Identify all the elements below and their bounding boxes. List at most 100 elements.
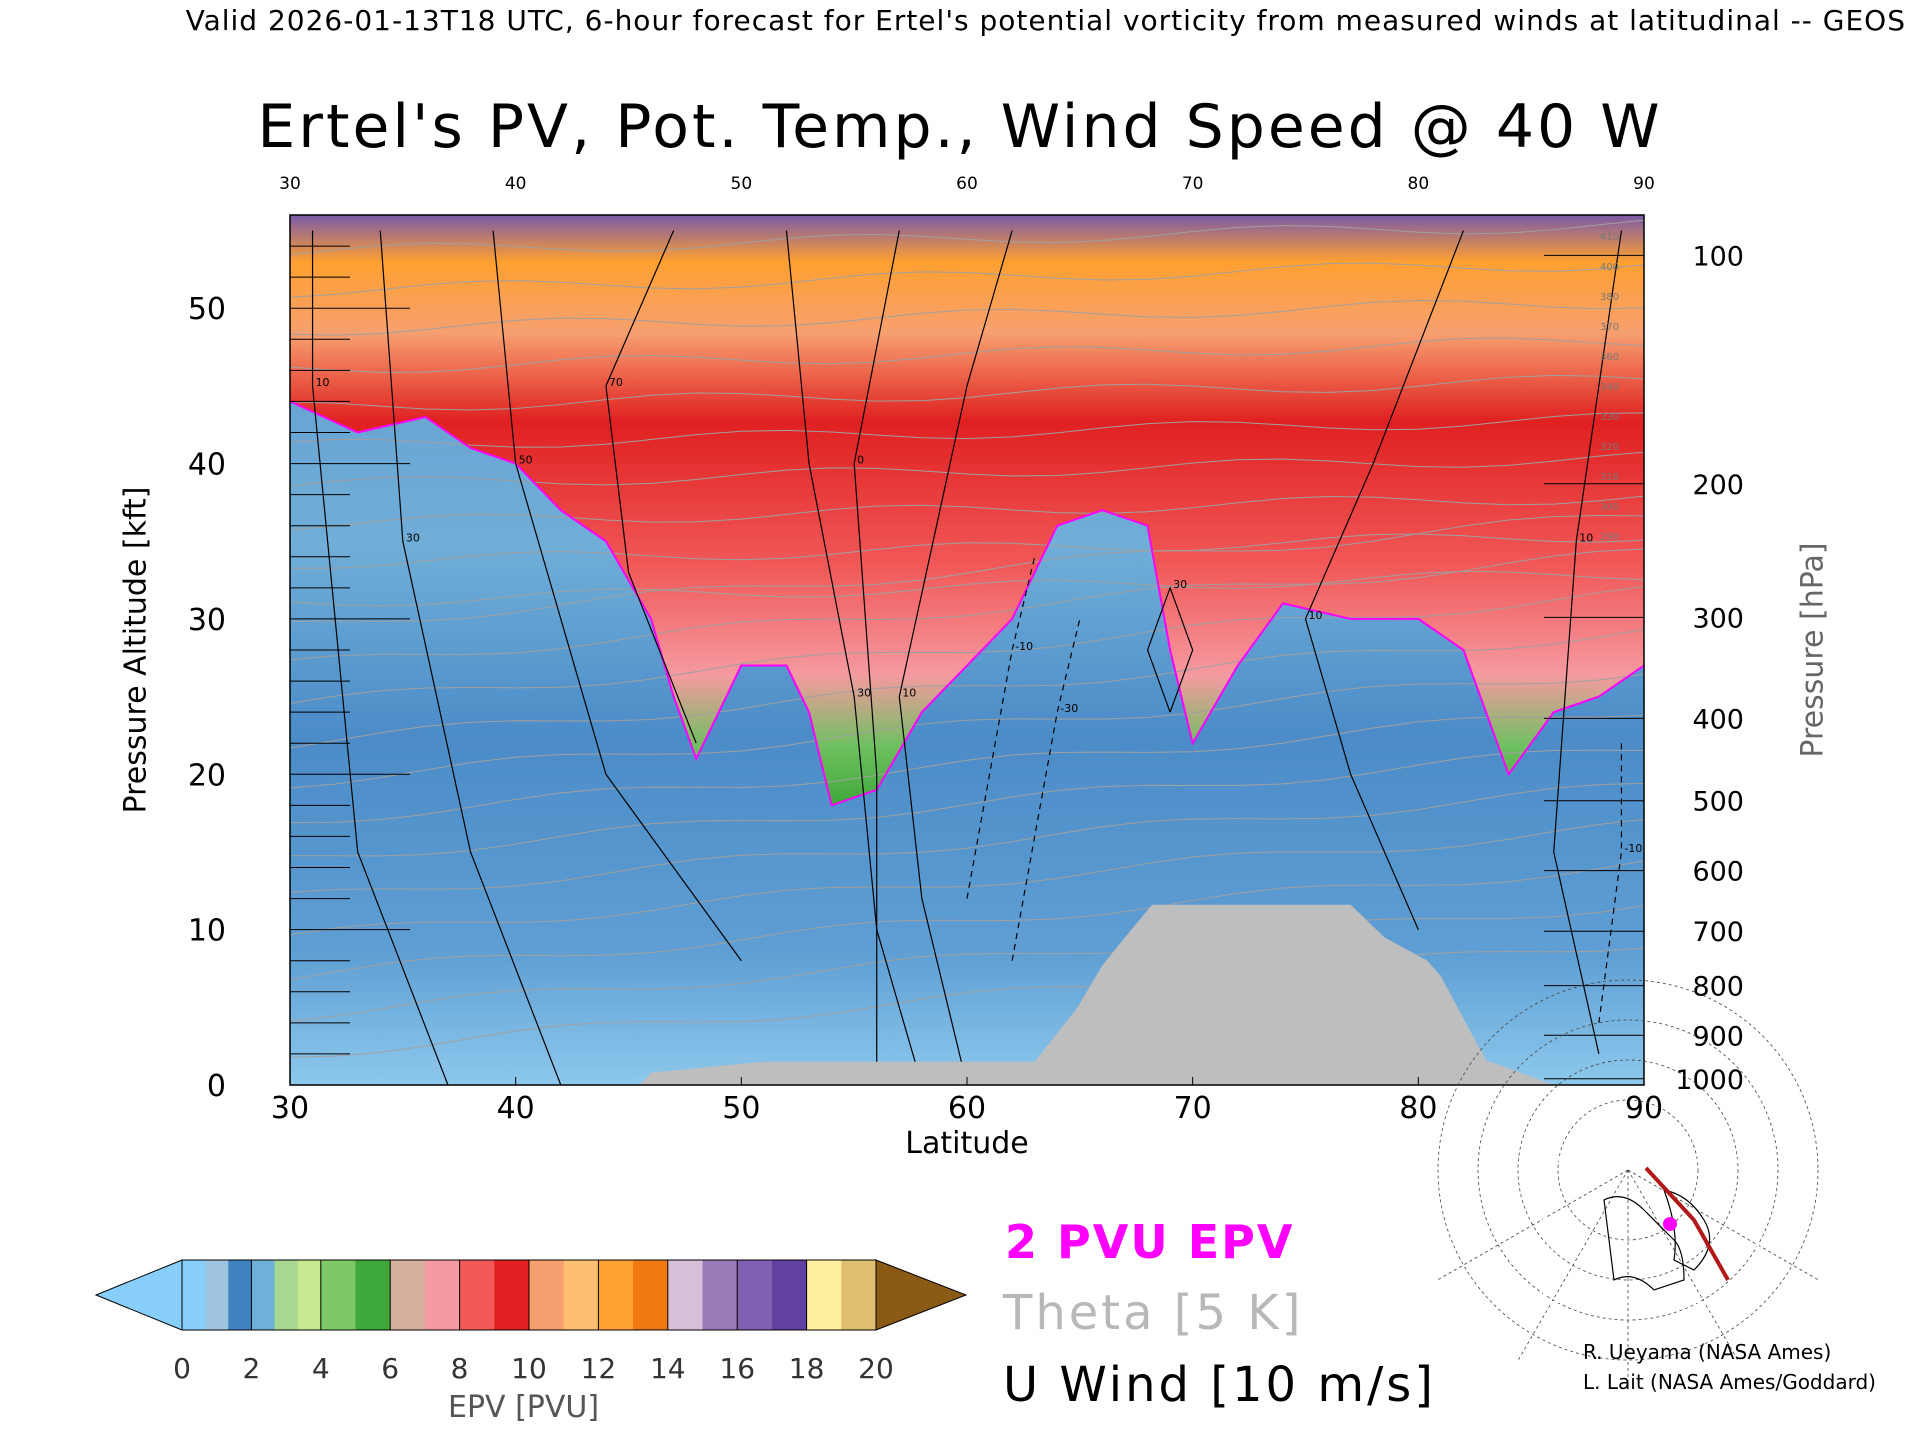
u-wind-contour bbox=[1304, 230, 1465, 930]
u-wind-contour-negative bbox=[1598, 743, 1623, 1023]
x-top-tick-label: 90 bbox=[1633, 174, 1655, 194]
colorbar-segment bbox=[771, 1260, 808, 1330]
colorbar-tick-label: 18 bbox=[789, 1352, 825, 1385]
y-tick-label: 10 bbox=[188, 914, 226, 949]
theta-contour bbox=[290, 905, 1644, 1022]
pressure-tick-label: 200 bbox=[1692, 470, 1744, 501]
colorbar-tick-label: 8 bbox=[451, 1352, 469, 1385]
theta-label: 310 bbox=[1600, 472, 1619, 483]
colorbar-segment bbox=[633, 1260, 669, 1330]
wind-contour-label: 10 bbox=[902, 687, 916, 700]
y-tick-label: 40 bbox=[188, 448, 226, 483]
colorbar-segment bbox=[598, 1260, 634, 1330]
map-background bbox=[1544, 1160, 1758, 1302]
colorbar-segment bbox=[228, 1260, 252, 1330]
legend-u-wind: U Wind [10 m/s] bbox=[1003, 1357, 1437, 1413]
wind-contour-label: 70 bbox=[609, 376, 623, 389]
x-tick-label: 30 bbox=[271, 1091, 309, 1126]
wind-contour-label: 30 bbox=[857, 687, 871, 700]
map-meridian bbox=[1437, 1169, 1629, 1281]
x-top-tick-label: 50 bbox=[731, 174, 753, 194]
wind-contour-label: 0 bbox=[857, 454, 864, 467]
theta-contour bbox=[290, 299, 1644, 336]
theta-label: 330 bbox=[1600, 412, 1619, 423]
x-tick-label: 60 bbox=[948, 1091, 986, 1126]
x-top-tick-label: 70 bbox=[1182, 174, 1204, 194]
theta-label: 380 bbox=[1600, 292, 1619, 303]
u-wind-contour-negative bbox=[1011, 618, 1081, 961]
theta-contour bbox=[290, 337, 1644, 373]
theta-contour bbox=[290, 749, 1644, 857]
x-tick-label: 40 bbox=[497, 1091, 535, 1126]
map-coastline bbox=[1603, 1196, 1685, 1291]
theta-contour bbox=[290, 219, 1644, 256]
colorbar-segment bbox=[806, 1260, 842, 1330]
x-tick-label: 50 bbox=[722, 1091, 760, 1126]
map-meridian bbox=[1517, 1169, 1629, 1361]
theta-label: 360 bbox=[1600, 352, 1619, 363]
colorbar-segment bbox=[563, 1260, 599, 1330]
pressure-tick-label: 400 bbox=[1692, 704, 1744, 735]
theta-label: 340 bbox=[1600, 382, 1619, 393]
theta-contour bbox=[290, 374, 1644, 411]
colorbar-tick-label: 10 bbox=[511, 1352, 547, 1385]
theta-contour bbox=[290, 860, 1644, 981]
pressure-tick-label: 900 bbox=[1692, 1021, 1744, 1052]
theta-contour bbox=[290, 570, 1644, 607]
colorbar-tick-label: 6 bbox=[381, 1352, 399, 1385]
colorbar-segment bbox=[182, 1260, 206, 1330]
x-top-tick-label: 60 bbox=[956, 174, 978, 194]
map-graticule-circle bbox=[1437, 979, 1819, 1361]
colorbar-segment bbox=[355, 1260, 391, 1330]
x-top-tick-label: 40 bbox=[505, 174, 527, 194]
legend-2pvu: 2 PVU EPV bbox=[1005, 1215, 1295, 1269]
theta-label: 290 bbox=[1600, 532, 1619, 543]
colorbar-segment bbox=[274, 1260, 299, 1330]
colorbar-tick-label: 4 bbox=[312, 1352, 330, 1385]
theta-contours bbox=[290, 219, 1644, 1058]
colorbar-tick-label: 0 bbox=[173, 1352, 191, 1385]
x-axis-label: Latitude bbox=[905, 1126, 1029, 1161]
colorbar-over-triangle bbox=[875, 1259, 968, 1331]
colorbar-segment bbox=[702, 1260, 738, 1330]
colorbar-label: EPV [PVU] bbox=[448, 1390, 600, 1425]
colorbar-segment bbox=[424, 1260, 461, 1330]
map-location-marker bbox=[1663, 1217, 1677, 1231]
y-axis-label: Pressure Altitude [kft] bbox=[118, 486, 154, 814]
theta-contour bbox=[290, 818, 1644, 936]
colorbar-segment bbox=[205, 1260, 229, 1330]
u-wind-contour-negative bbox=[966, 556, 1036, 899]
wind-contour-label: -30 bbox=[1060, 702, 1078, 715]
wind-contour-label: 10 bbox=[316, 376, 330, 389]
pressure-tick-label: 1000 bbox=[1675, 1065, 1744, 1096]
colorbar-tick-label: 16 bbox=[719, 1352, 755, 1385]
u-wind-contour bbox=[605, 230, 697, 744]
u-wind-contour bbox=[1553, 230, 1623, 1055]
u-wind-contour bbox=[898, 230, 1013, 1085]
colorbar-segment bbox=[459, 1260, 495, 1330]
colorbar-segment bbox=[251, 1260, 276, 1330]
map-graticule-circle bbox=[1557, 1099, 1699, 1241]
colorbar-segment bbox=[529, 1260, 565, 1330]
stratosphere-fill bbox=[290, 215, 1644, 806]
colorbar-under-triangle bbox=[94, 1259, 183, 1331]
u-wind-contour bbox=[1146, 586, 1194, 713]
pressure-tick-label: 700 bbox=[1692, 917, 1744, 948]
credit-line-2: L. Lait (NASA Ames/Goddard) bbox=[1583, 1370, 1876, 1394]
theta-contour bbox=[290, 629, 1644, 749]
x-tick-label: 80 bbox=[1399, 1091, 1437, 1126]
colorbar-tick-label: 14 bbox=[650, 1352, 686, 1385]
pressure-tick-label: 600 bbox=[1692, 857, 1744, 888]
colorbar-tick-label: 20 bbox=[858, 1352, 894, 1385]
pressure-tick-label: 800 bbox=[1692, 972, 1744, 1003]
y-tick-label: 20 bbox=[188, 758, 226, 793]
locator-map bbox=[1437, 979, 1819, 1390]
chart-title: Ertel's PV, Pot. Temp., Wind Speed @ 40 … bbox=[257, 92, 1663, 162]
wind-contour-label: -10 bbox=[1624, 842, 1642, 855]
theta-contour bbox=[290, 451, 1644, 487]
y-tick-label: 0 bbox=[207, 1069, 226, 1104]
colorbar-segment bbox=[320, 1260, 356, 1330]
colorbar-tick-label: 12 bbox=[581, 1352, 617, 1385]
colorbar-tick-label: 2 bbox=[242, 1352, 260, 1385]
